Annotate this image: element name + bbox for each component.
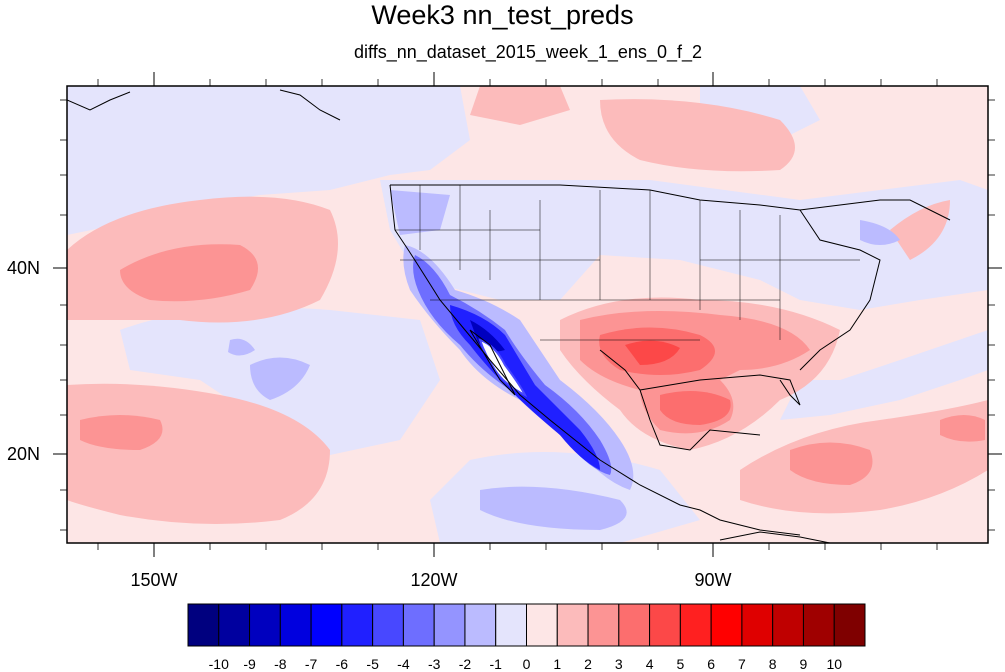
colorbar-label: 7 [738, 656, 746, 672]
colorbar-label: -4 [397, 656, 410, 672]
axis-ticks [53, 72, 1002, 557]
colorbar-label: -5 [366, 656, 379, 672]
x-tick-label-150w: 150W [130, 570, 177, 590]
map-frame [66, 85, 989, 544]
x-tick-label-120w: 120W [410, 570, 457, 590]
colorbar-swatch [587, 603, 620, 647]
plot-title: Week3 nn_test_preds [371, 0, 634, 30]
colorbar-swatch [249, 603, 281, 647]
colorbar-label: 6 [707, 656, 715, 672]
colorbar-label: 1 [553, 656, 561, 672]
colorbar-label: -10 [209, 656, 229, 672]
y-tick-label-20n: 20N [7, 444, 40, 464]
colorbar-label: -7 [305, 656, 318, 672]
colorbar-swatch [618, 603, 651, 647]
colorbar-swatch [187, 603, 220, 647]
colorbar-swatch [341, 603, 374, 647]
colorbar-swatch [526, 603, 558, 647]
colorbar-label: 3 [615, 656, 623, 672]
colorbar-swatch [710, 603, 743, 647]
colorbar-label: 9 [800, 656, 808, 672]
colorbar-swatch [556, 603, 589, 647]
colorbar-label: -3 [428, 656, 441, 672]
colorbar-label: 8 [769, 656, 777, 672]
colorbar-swatch [310, 603, 343, 647]
colorbar-swatch [279, 603, 312, 647]
plot-subtitle: diffs_nn_dataset_2015_week_1_ens_0_f_2 [354, 42, 702, 62]
colorbar-swatch [833, 603, 866, 647]
colorbar-swatch [649, 603, 681, 647]
colorbar-swatch [464, 603, 497, 647]
colorbar-label: -9 [243, 656, 256, 672]
colorbar-swatch [741, 603, 774, 647]
colorbar-label: -1 [490, 656, 503, 672]
colorbar-swatch [495, 603, 528, 647]
colorbar-swatch [802, 603, 835, 647]
colorbar-label: 10 [826, 656, 842, 672]
colorbar-label: 5 [676, 656, 684, 672]
colorbar-label: -2 [459, 656, 472, 672]
colorbar: -10 -9 -8 -7 -6 -5 -4 -3 -2 -1 0 1 2 3 4 5 6 7 8 9 10 [187, 603, 866, 672]
colorbar-swatch [372, 603, 404, 647]
colorbar-label: -8 [274, 656, 287, 672]
colorbar-swatch [218, 603, 251, 647]
colorbar-label: 4 [646, 656, 654, 672]
colorbar-swatch [433, 603, 466, 647]
y-tick-label-40n: 40N [7, 258, 40, 278]
colorbar-swatch [402, 603, 435, 647]
colorbar-label: -6 [336, 656, 349, 672]
colorbar-label: 2 [584, 656, 592, 672]
colorbar-label: 0 [523, 656, 531, 672]
contour-fill [67, 86, 988, 543]
x-tick-label-90w: 90W [694, 570, 731, 590]
colorbar-swatch [679, 603, 712, 647]
colorbar-swatch [772, 603, 804, 647]
